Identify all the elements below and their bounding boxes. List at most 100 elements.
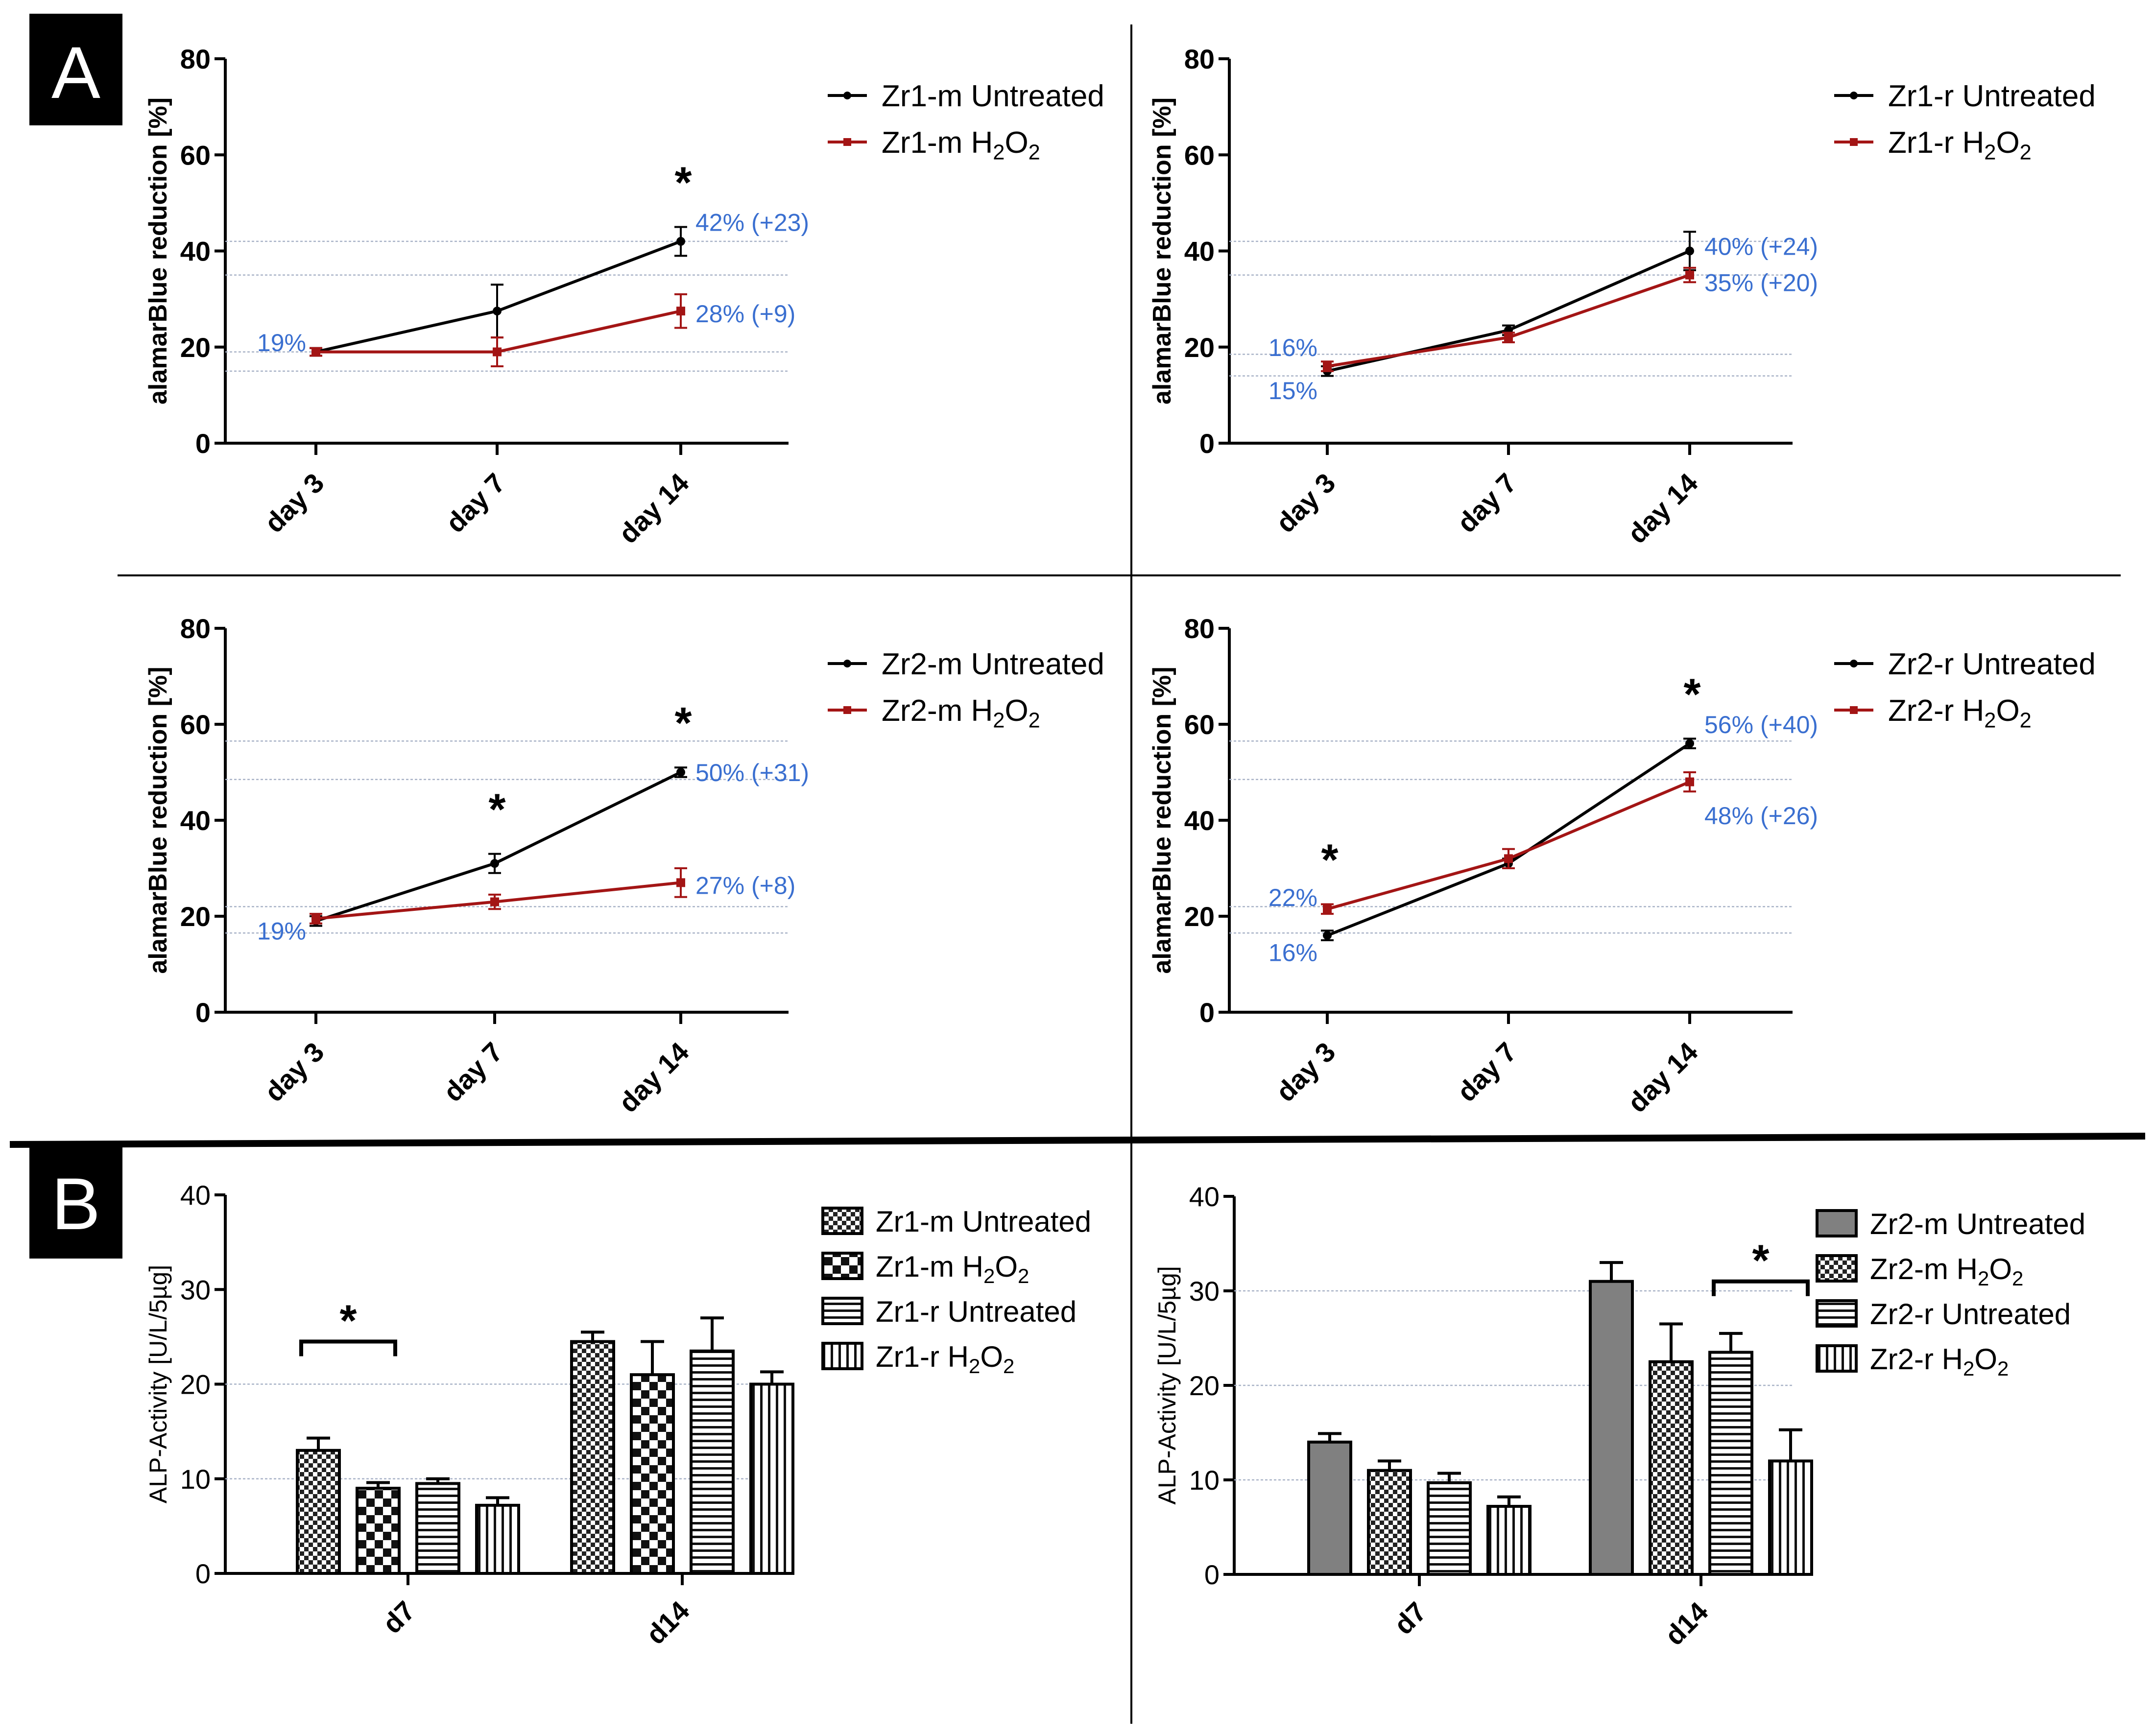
y-tick-label: 80	[180, 44, 211, 74]
series-line	[315, 240, 682, 354]
legend-label: Zr1-r H2O2	[1888, 126, 2032, 165]
legend-marker	[843, 660, 851, 667]
y-tick-label: 30	[180, 1274, 211, 1305]
bar	[1708, 1351, 1753, 1576]
data-point	[1323, 362, 1332, 371]
annotation: 35% (+20)	[1704, 269, 1818, 296]
x-tick-label: d7	[1388, 1596, 1433, 1641]
legend-label: Zr1-r Untreated	[876, 1295, 1077, 1328]
x-tick-label: day 3	[259, 467, 330, 539]
x-tick-label: d14	[1659, 1596, 1714, 1651]
y-tick-label: 20	[1184, 332, 1215, 363]
y-tick-label: 0	[1199, 997, 1215, 1028]
annotation: 19%	[257, 329, 306, 357]
data-point	[676, 307, 685, 316]
x-tick-label: d7	[377, 1595, 421, 1640]
data-point	[676, 237, 685, 246]
data-point	[1504, 854, 1513, 863]
y-tick-label: 40	[180, 805, 211, 836]
y-tick-label: 0	[195, 997, 211, 1028]
data-point	[1323, 904, 1332, 914]
bar	[475, 1503, 520, 1575]
bar	[1649, 1360, 1694, 1576]
legend-swatch	[821, 1342, 863, 1370]
legend-marker	[843, 706, 851, 714]
legend-label: Zr1-r Untreated	[1888, 79, 2096, 113]
y-tick-label: 0	[195, 1558, 211, 1589]
significance-star: *	[1683, 670, 1700, 719]
legend-label: Zr1-m H2O2	[882, 126, 1040, 165]
panel-label-b: B	[51, 1163, 100, 1245]
x-tick-label: day 14	[1622, 467, 1704, 549]
chart-a4: 0 20 40 60 80 alamarBlue reduction [%] day 3 da…	[1148, 613, 2096, 1118]
legend-label: Zr2-m H2O2	[882, 694, 1040, 733]
annotation: 42% (+23)	[695, 209, 809, 237]
x-tick-label: day 3	[1270, 1036, 1341, 1108]
y-tick-label: 60	[1184, 709, 1215, 740]
y-axis-label: alamarBlue reduction [%]	[1148, 97, 1176, 404]
data-point	[1685, 739, 1694, 748]
bar	[749, 1382, 794, 1575]
x-tick-label: day 7	[1451, 467, 1523, 539]
data-point	[311, 347, 320, 357]
x-tick-label: day 14	[613, 467, 695, 549]
bar	[1307, 1440, 1352, 1576]
legend-swatch	[821, 1297, 863, 1325]
y-tick-label: 30	[1189, 1276, 1220, 1307]
legend-marker	[1850, 706, 1858, 714]
annotation: 16%	[1268, 334, 1317, 361]
y-tick-label: 20	[1184, 901, 1215, 932]
annotation: 19%	[257, 917, 306, 945]
y-tick-label: 40	[1184, 236, 1215, 267]
x-tick-label: day 7	[440, 467, 511, 539]
y-tick-label: 20	[180, 901, 211, 932]
annotation: 48% (+26)	[1704, 802, 1818, 830]
y-tick-label: 0	[1199, 428, 1215, 459]
x-tick-label: day 7	[437, 1036, 509, 1108]
bar	[1486, 1505, 1532, 1576]
legend-label: Zr2-m Untreated	[1870, 1208, 2085, 1240]
chart-b1: 0 10 20 30 40 ALP-Activity [U/L/5µg] d7 d14 * Zr1…	[144, 1180, 1091, 1650]
y-tick-label: 10	[1189, 1465, 1220, 1496]
y-tick-label: 60	[180, 140, 211, 170]
bar	[1427, 1481, 1472, 1576]
data-point	[1685, 777, 1694, 786]
x-tick-label: day 14	[1622, 1036, 1704, 1118]
chart-b2: 0 10 20 30 40 ALP-Activity [U/L/5µg] d7 d14 * Zr2…	[1153, 1181, 2085, 1651]
x-tick-label: day 7	[1451, 1036, 1523, 1108]
significance-star: *	[674, 699, 692, 748]
data-point	[1504, 333, 1513, 342]
x-tick-label: day 14	[613, 1036, 695, 1118]
y-tick-label: 60	[1184, 140, 1215, 170]
significance-star: *	[1752, 1237, 1769, 1285]
divider-horizontal-b	[9, 1133, 2146, 1148]
y-tick-label: 40	[180, 236, 211, 267]
y-tick-label: 0	[1204, 1559, 1220, 1590]
chart-a1: 0 20 40 60 80 alamarBlue reduction [%] day 3 da…	[144, 44, 1104, 549]
annotation: 15%	[1268, 377, 1317, 404]
annotation: 50% (+31)	[695, 759, 809, 786]
y-axis-label: alamarBlue reduction [%]	[144, 97, 172, 404]
data-point	[490, 897, 499, 906]
chart-a3: 0 20 40 60 80 alamarBlue reduction [%] day 3 da…	[144, 613, 1104, 1118]
legend-swatch	[821, 1207, 863, 1235]
panel-label-b-box	[29, 1146, 122, 1259]
bar	[570, 1340, 615, 1575]
bar	[690, 1349, 735, 1575]
legend-label: Zr1-m Untreated	[882, 79, 1104, 113]
bar	[296, 1449, 341, 1575]
legend-label: Zr2-r Untreated	[1870, 1298, 2071, 1331]
series-line	[1327, 780, 1691, 911]
annotation: 56% (+40)	[1704, 711, 1818, 738]
legend-marker	[1850, 660, 1858, 667]
significance-star: *	[488, 785, 505, 834]
y-axis-label: ALP-Activity [U/L/5µg]	[1153, 1266, 1181, 1504]
legend-label: Zr1-r H2O2	[876, 1340, 1014, 1378]
legend-marker	[843, 92, 851, 99]
y-tick-label: 80	[1184, 613, 1215, 644]
data-point	[676, 878, 685, 887]
y-tick-label: 80	[1184, 44, 1215, 74]
y-tick-label: 20	[180, 332, 211, 363]
y-tick-label: 40	[1184, 805, 1215, 836]
y-axis-label: ALP-Activity [U/L/5µg]	[144, 1265, 172, 1503]
